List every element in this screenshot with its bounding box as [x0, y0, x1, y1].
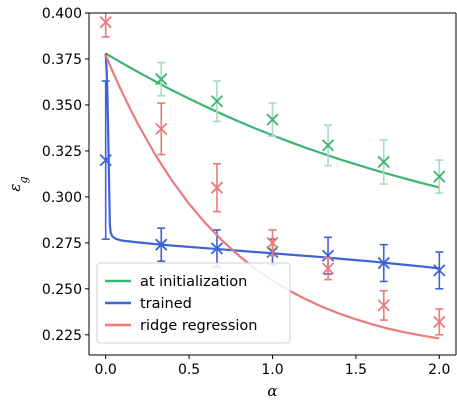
data-point-marker — [266, 113, 279, 126]
legend-entry: ridge regression — [105, 318, 257, 334]
data-point-marker — [321, 262, 335, 275]
y-tick-label: 0.225 — [42, 328, 82, 344]
series-at-initialization — [105, 52, 446, 194]
legend-label: at initialization — [140, 274, 247, 290]
data-point-marker — [433, 264, 446, 277]
y-axis-label: εg — [6, 176, 30, 191]
x-tick-label: 1.0 — [261, 362, 283, 378]
data-point-marker — [433, 315, 446, 329]
y-tick-label: 0.275 — [42, 236, 82, 252]
y-tick-label: 0.375 — [42, 52, 82, 68]
y-tick-label: 0.350 — [42, 98, 82, 114]
legend-entry: at initialization — [105, 274, 247, 290]
y-tick-label: 0.325 — [42, 144, 82, 160]
data-point-marker — [210, 181, 224, 194]
series-line-at-initialization — [105, 52, 440, 189]
data-point-marker — [210, 95, 224, 108]
data-point-marker — [377, 155, 390, 169]
data-point-marker — [99, 16, 112, 29]
y-tick-label: 0.250 — [42, 282, 82, 298]
data-point-marker — [377, 256, 390, 270]
data-point-marker — [433, 170, 446, 183]
x-tick-label: 2.0 — [428, 362, 450, 378]
legend-box — [96, 262, 291, 344]
data-point-marker — [210, 242, 224, 255]
legend-entry: trained — [105, 296, 192, 312]
y-tick-label: 0.300 — [42, 190, 82, 206]
data-point-marker — [321, 249, 335, 262]
data-point-marker — [99, 153, 112, 167]
series-line-trained — [104, 53, 440, 270]
x-tick-label: 0.5 — [178, 362, 200, 378]
legend-label: trained — [140, 296, 192, 312]
data-point-marker — [266, 236, 279, 249]
data-point-marker — [155, 238, 168, 251]
data-point-marker — [377, 299, 390, 312]
data-point-marker — [155, 73, 168, 86]
data-point-marker — [155, 122, 168, 135]
data-point-marker — [321, 139, 335, 152]
legend-label: ridge regression — [140, 318, 257, 334]
x-tick-label: 0.0 — [95, 362, 117, 378]
x-tick-label: 1.5 — [345, 362, 367, 378]
y-tick-label: 0.400 — [42, 6, 82, 22]
series-ridge-regression — [99, 13, 446, 340]
x-axis-label: α — [267, 382, 277, 400]
